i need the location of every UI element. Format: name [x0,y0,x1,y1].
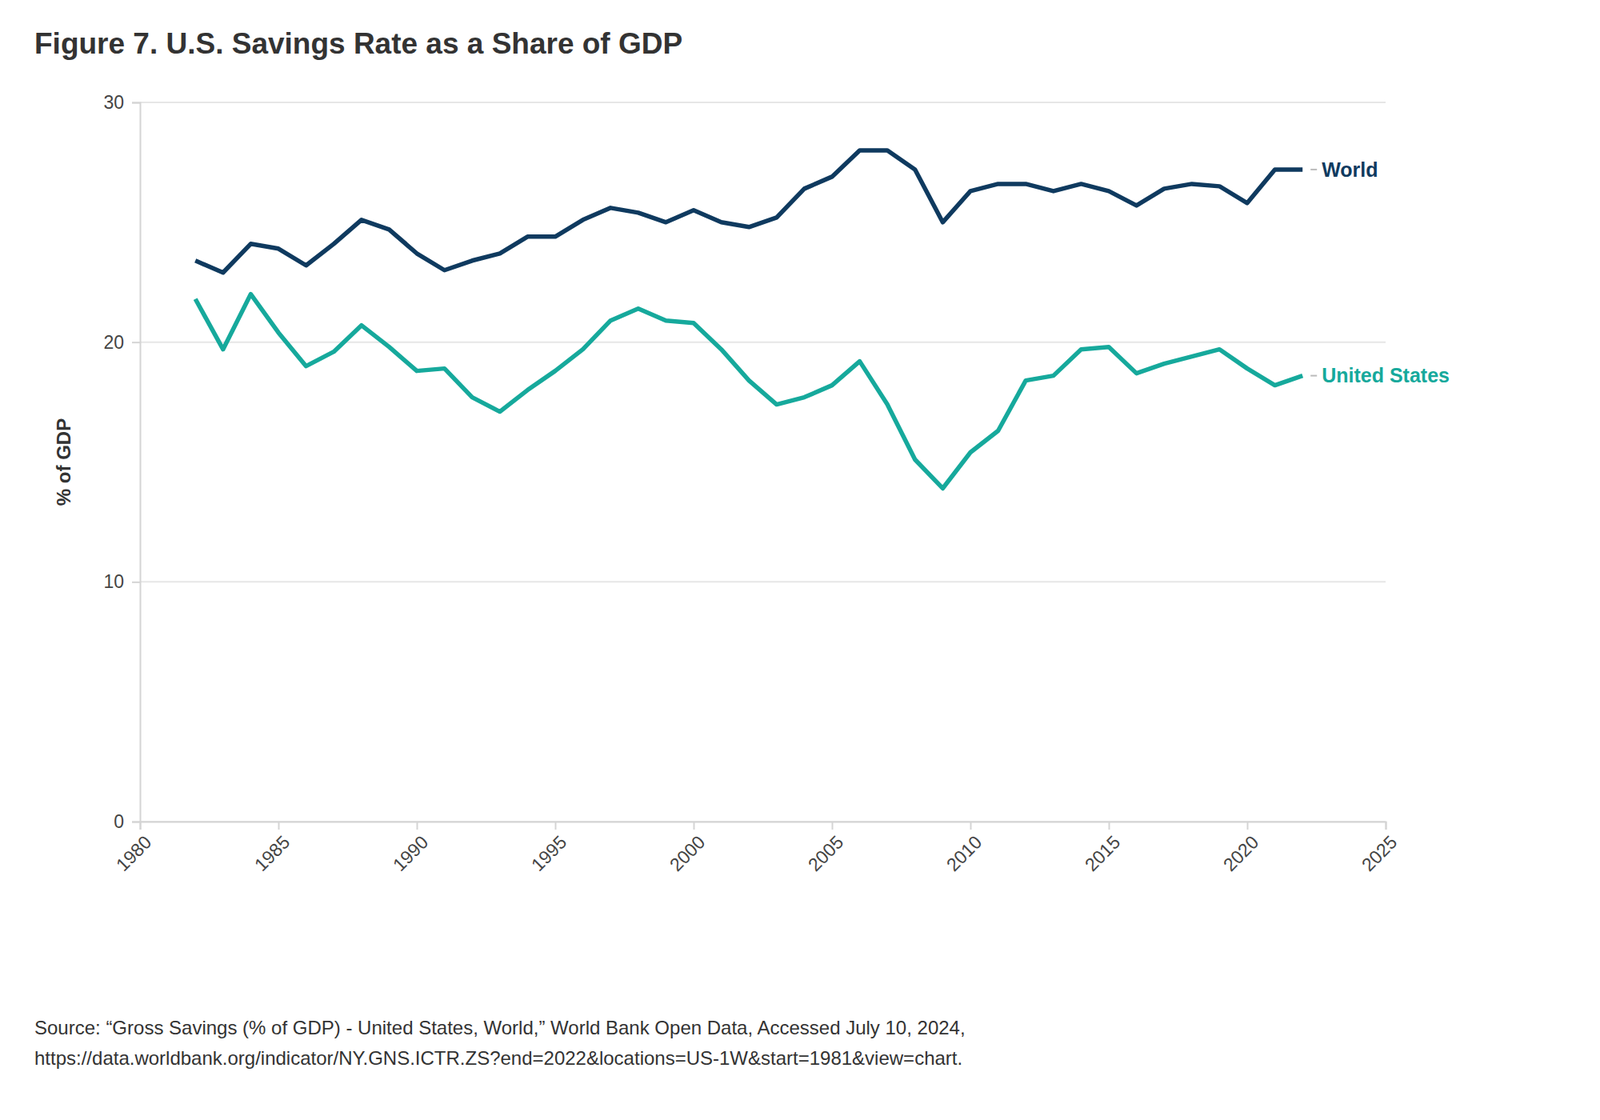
series-label: United States [1321,364,1450,387]
source: Source: “Gross Savings (% of GDP) - Unit… [34,1016,966,1069]
tick: 2015 [1080,821,1125,876]
tick-label: 20 [103,332,124,353]
title: Figure 7. U.S. Savings Rate as a Share o… [34,27,683,60]
tick-label: 1995 [527,831,572,876]
series-label: World [1321,158,1378,181]
tick-label: 30 [103,92,124,113]
tick-mark [278,821,280,830]
tick: 2010 [942,821,987,876]
tick-label: 2005 [804,831,848,876]
tick-label: 0 [113,811,124,832]
axis-line [132,103,141,823]
chart: Figure 7. U.S. Savings Rate as a Share o… [0,0,1600,1120]
tick-label: 2000 [665,831,710,876]
label-connector [1310,168,1317,171]
tick: 1980 [112,821,156,876]
tick-mark [832,821,834,830]
tick: 30 [103,92,140,113]
tick-label: 2020 [1219,831,1264,876]
tick-mark [132,102,140,104]
tick-label: 1990 [388,831,433,876]
axis-line [140,822,1387,831]
tick: 0 [113,811,140,832]
tick-mark [970,821,972,830]
tick-label: 2010 [942,831,987,876]
line [195,150,1303,273]
source-line: https://data.worldbank.org/indicator/NY.… [34,1047,963,1069]
tick: 2000 [665,821,710,876]
tick: 20 [103,332,140,353]
grid-line [140,101,1386,104]
tick: 2025 [1357,821,1402,876]
tick-mark [555,821,557,830]
tick-mark [1247,821,1249,830]
tick: 1995 [527,821,572,876]
tick: 1990 [388,821,433,876]
tick-mark [1385,821,1388,830]
tick-mark [132,341,140,344]
tick-mark [693,821,696,830]
tick-label: 10 [103,571,124,592]
x-axis: 1980 1985 1990 1995 2000 2005 2010 2015 2020 2025 [112,821,1402,876]
lines [195,150,1303,489]
grid-line [140,580,1386,583]
tick-label: 1985 [250,831,295,876]
tick-label: 2025 [1357,831,1402,876]
plot: 0 10 20 30 1980 1985 1990 1995 2000 2005 2010 2015 2… [103,92,1450,876]
tick: 1985 [250,821,295,876]
series-labels: World United States [1310,158,1450,388]
grid-line [140,341,1386,344]
tick-label: 2015 [1080,831,1125,876]
tick-mark [132,581,140,584]
tick-mark [132,821,140,824]
label-connector [1310,375,1317,377]
grid [140,102,1386,822]
axis-title: % of GDP [52,418,75,506]
tick: 10 [103,571,140,592]
tick-mark [140,821,142,830]
tick: 2005 [804,821,848,876]
tick-mark [1108,821,1111,830]
tick-mark [416,821,419,830]
y-axis: 0 10 20 30 [103,92,140,832]
tick-label: 1980 [112,831,156,876]
tick: 2020 [1219,821,1264,876]
line [195,294,1303,489]
source-line: Source: “Gross Savings (% of GDP) - Unit… [34,1016,966,1039]
